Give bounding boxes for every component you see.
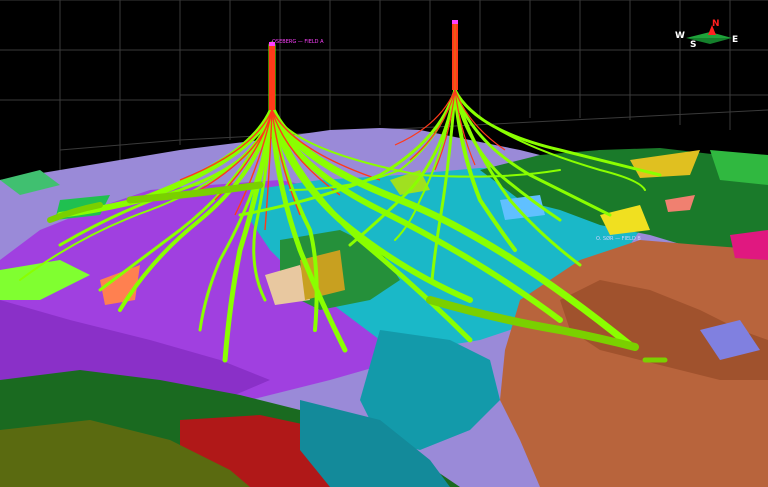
fault-blocks: [0, 150, 768, 360]
horizon-teal-lower: [300, 400, 450, 487]
compass-needle-icon: [686, 25, 732, 44]
horizon-cyan-surface-2: [360, 330, 500, 450]
platform-b-label: O. SØR — FIELD B: [596, 236, 641, 242]
compass-east: E: [732, 35, 739, 45]
compass-west: W: [675, 31, 685, 41]
platform-a-label: OSEBERG — FIELD A: [272, 39, 324, 45]
platform-b-marker[interactable]: [452, 20, 458, 24]
horizon-brown-ridge: [560, 280, 768, 380]
wellbore-core-b: [394, 22, 506, 171]
compass-south: S: [690, 40, 697, 50]
horizon-olive-lower: [0, 420, 250, 487]
compass-north: N: [712, 19, 720, 29]
horizon-green-surface: [480, 148, 768, 260]
wells-platform-b: [238, 20, 662, 282]
platform-a-marker[interactable]: [269, 42, 275, 46]
compass-widget[interactable]: N W S E: [672, 19, 742, 52]
wells-foreground-tubes: [47, 181, 668, 363]
